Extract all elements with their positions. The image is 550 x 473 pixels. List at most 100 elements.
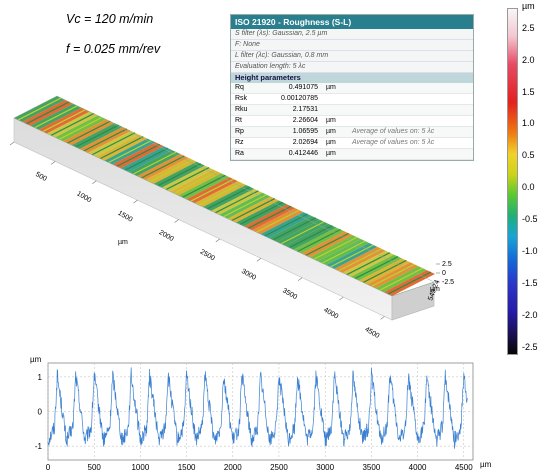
param-note [346, 94, 473, 104]
surface-x-tick-mark [9, 141, 15, 146]
surface-ridge-highlight [280, 221, 325, 245]
profile-line [47, 367, 468, 449]
colorbar-label: 2.5 [522, 23, 535, 33]
surface-x-tick-label: 3500 [281, 287, 298, 301]
colorbar-label: 0.5 [522, 150, 535, 160]
surface-z-tick-label: 0 [442, 270, 446, 277]
surface-ridge-highlight [17, 97, 62, 121]
profile-x-tick-label: 1500 [178, 463, 196, 472]
surface-ridge-highlight [239, 201, 284, 225]
profile-x-tick-label: 3500 [362, 463, 380, 472]
profile-x-tick-label: 1000 [131, 463, 149, 472]
surface-ridge-highlight [264, 213, 308, 237]
surface-x-tick-label: 2000 [158, 229, 175, 243]
surface-z-axis: 2.5 0 -2.5 [436, 261, 454, 286]
surface-ridge-highlight [387, 271, 432, 295]
surface-ridge-highlight [58, 116, 103, 140]
profile-y-tick-label: 1 [38, 373, 43, 382]
table-title: ISO 21920 - Roughness (S-L) [231, 15, 473, 29]
profile-x-tick-label: 0 [46, 463, 51, 472]
surface-ridge-highlight [132, 151, 177, 175]
table-info-row: F: None [231, 40, 473, 51]
table-info-row: L filter (λc): Gaussian, 0.8 mm [231, 51, 473, 62]
surface-ridge-highlight [149, 159, 193, 183]
surface-x-tick-label: 1000 [75, 190, 92, 204]
surface-ridge-highlight [272, 217, 317, 241]
surface-x-tick-mark [297, 277, 303, 281]
param-unit: µm [326, 139, 336, 146]
surface-ridge-highlight [124, 147, 169, 171]
surface-ridge-highlight [215, 190, 259, 214]
param-unit: µm [326, 84, 336, 91]
surface-x-tick-label: 4000 [322, 307, 339, 321]
surface-ridge-highlight [108, 139, 152, 164]
surface-ridge-highlight [354, 256, 399, 280]
surface-x-tick-mark [380, 316, 385, 320]
param-note [346, 83, 473, 93]
param-name: Rt [235, 117, 242, 124]
table-row: Rp 1.06595 µm Average of values on: 5 λc [231, 127, 473, 138]
surface-x-tick-label: 1500 [116, 210, 133, 224]
colorbar-label: 1.5 [522, 87, 535, 97]
param-unit [322, 94, 346, 104]
profile-x-tick-label: 2000 [224, 463, 242, 472]
param-value: 2.17531 [292, 106, 318, 113]
param-note: Average of values on: 5 λc [352, 128, 435, 135]
param-unit: µm [326, 128, 336, 135]
param-value: 0.00120785 [281, 95, 318, 102]
table-section-header: Height parameters [231, 73, 473, 83]
roughness-profile-chart: µm µm 0 500 1000 1500 2000 2500 3000 3500 4000 45… [30, 355, 492, 472]
surface-ridge-highlight [83, 128, 128, 152]
surface-x-tick-mark [339, 296, 344, 301]
profile-x-tick-label: 3000 [316, 463, 334, 472]
param-name: Rz [235, 139, 244, 146]
surface-ridge-highlight [313, 236, 358, 260]
param-unit: µm [326, 150, 336, 157]
colorbar-label: -1.5 [522, 278, 538, 288]
profile-ticks: 0 500 1000 1500 2000 2500 3000 3500 4000 4500 1 0 -1 [35, 373, 473, 472]
param-name: Rp [235, 128, 244, 135]
table-info-row: Evaluation length: 5 λc [231, 62, 473, 73]
surface-x-tick-label: 500 [34, 171, 48, 183]
surface-ridge-highlight [198, 182, 243, 206]
surface-ridge-highlight [256, 209, 300, 233]
surface-top-outline [13, 95, 435, 297]
param-value: 1.06595 [292, 128, 318, 135]
surface-x-unit: µm [118, 239, 128, 246]
surface-ridge-highlight [100, 136, 144, 160]
param-name: Rsk [235, 95, 248, 102]
surface-ridge-highlight [42, 109, 87, 133]
colorbar-label: -1.0 [522, 246, 538, 256]
table-row: Ra 0.412446 µm [231, 149, 473, 160]
param-name: Rq [235, 84, 244, 91]
surface-ridge-highlight [223, 194, 267, 218]
param-note [346, 149, 473, 159]
feed-rate-label: f = 0.025 mm/rev [66, 42, 161, 56]
surface-x-tick-mark [50, 161, 56, 165]
surface-x-tick-mark [92, 180, 97, 185]
surface-ridge-highlight [297, 228, 341, 253]
surface-z-tick-label: 2.5 [442, 261, 452, 268]
surface-x-tick-mark [215, 238, 220, 243]
colorbar-label: -2.0 [522, 310, 538, 320]
table-row: Rku 2.17531 [231, 105, 473, 116]
table-row: Rq 0.491075 µm [231, 83, 473, 94]
param-value: 0.412446 [288, 150, 318, 157]
surface-ridge-highlight [190, 178, 234, 202]
param-unit: µm [326, 117, 336, 124]
param-note: Average of values on: 5 λc [352, 139, 435, 146]
cutting-speed-label: Vc = 120 m/min [66, 12, 154, 26]
surface-ridge-highlight [247, 205, 292, 229]
surface-ridge-highlight [34, 105, 78, 129]
param-value: 2.26604 [292, 117, 318, 124]
colorbar-label: -0.5 [522, 214, 538, 224]
surface-ridge-highlight [305, 232, 349, 256]
roughness-parameter-table: ISO 21920 - Roughness (S-L) S filter (λs… [230, 14, 474, 161]
colorbar-label: -2.5 [522, 342, 538, 352]
colorbar-unit: µm [522, 1, 535, 11]
profile-y-tick-label: 0 [38, 408, 43, 417]
profile-y-unit: µm [30, 355, 42, 364]
surface-x-tick-label: 4500 [363, 326, 380, 340]
surface-ridge-highlight [141, 155, 185, 179]
surface-ridge-highlight [26, 101, 70, 125]
